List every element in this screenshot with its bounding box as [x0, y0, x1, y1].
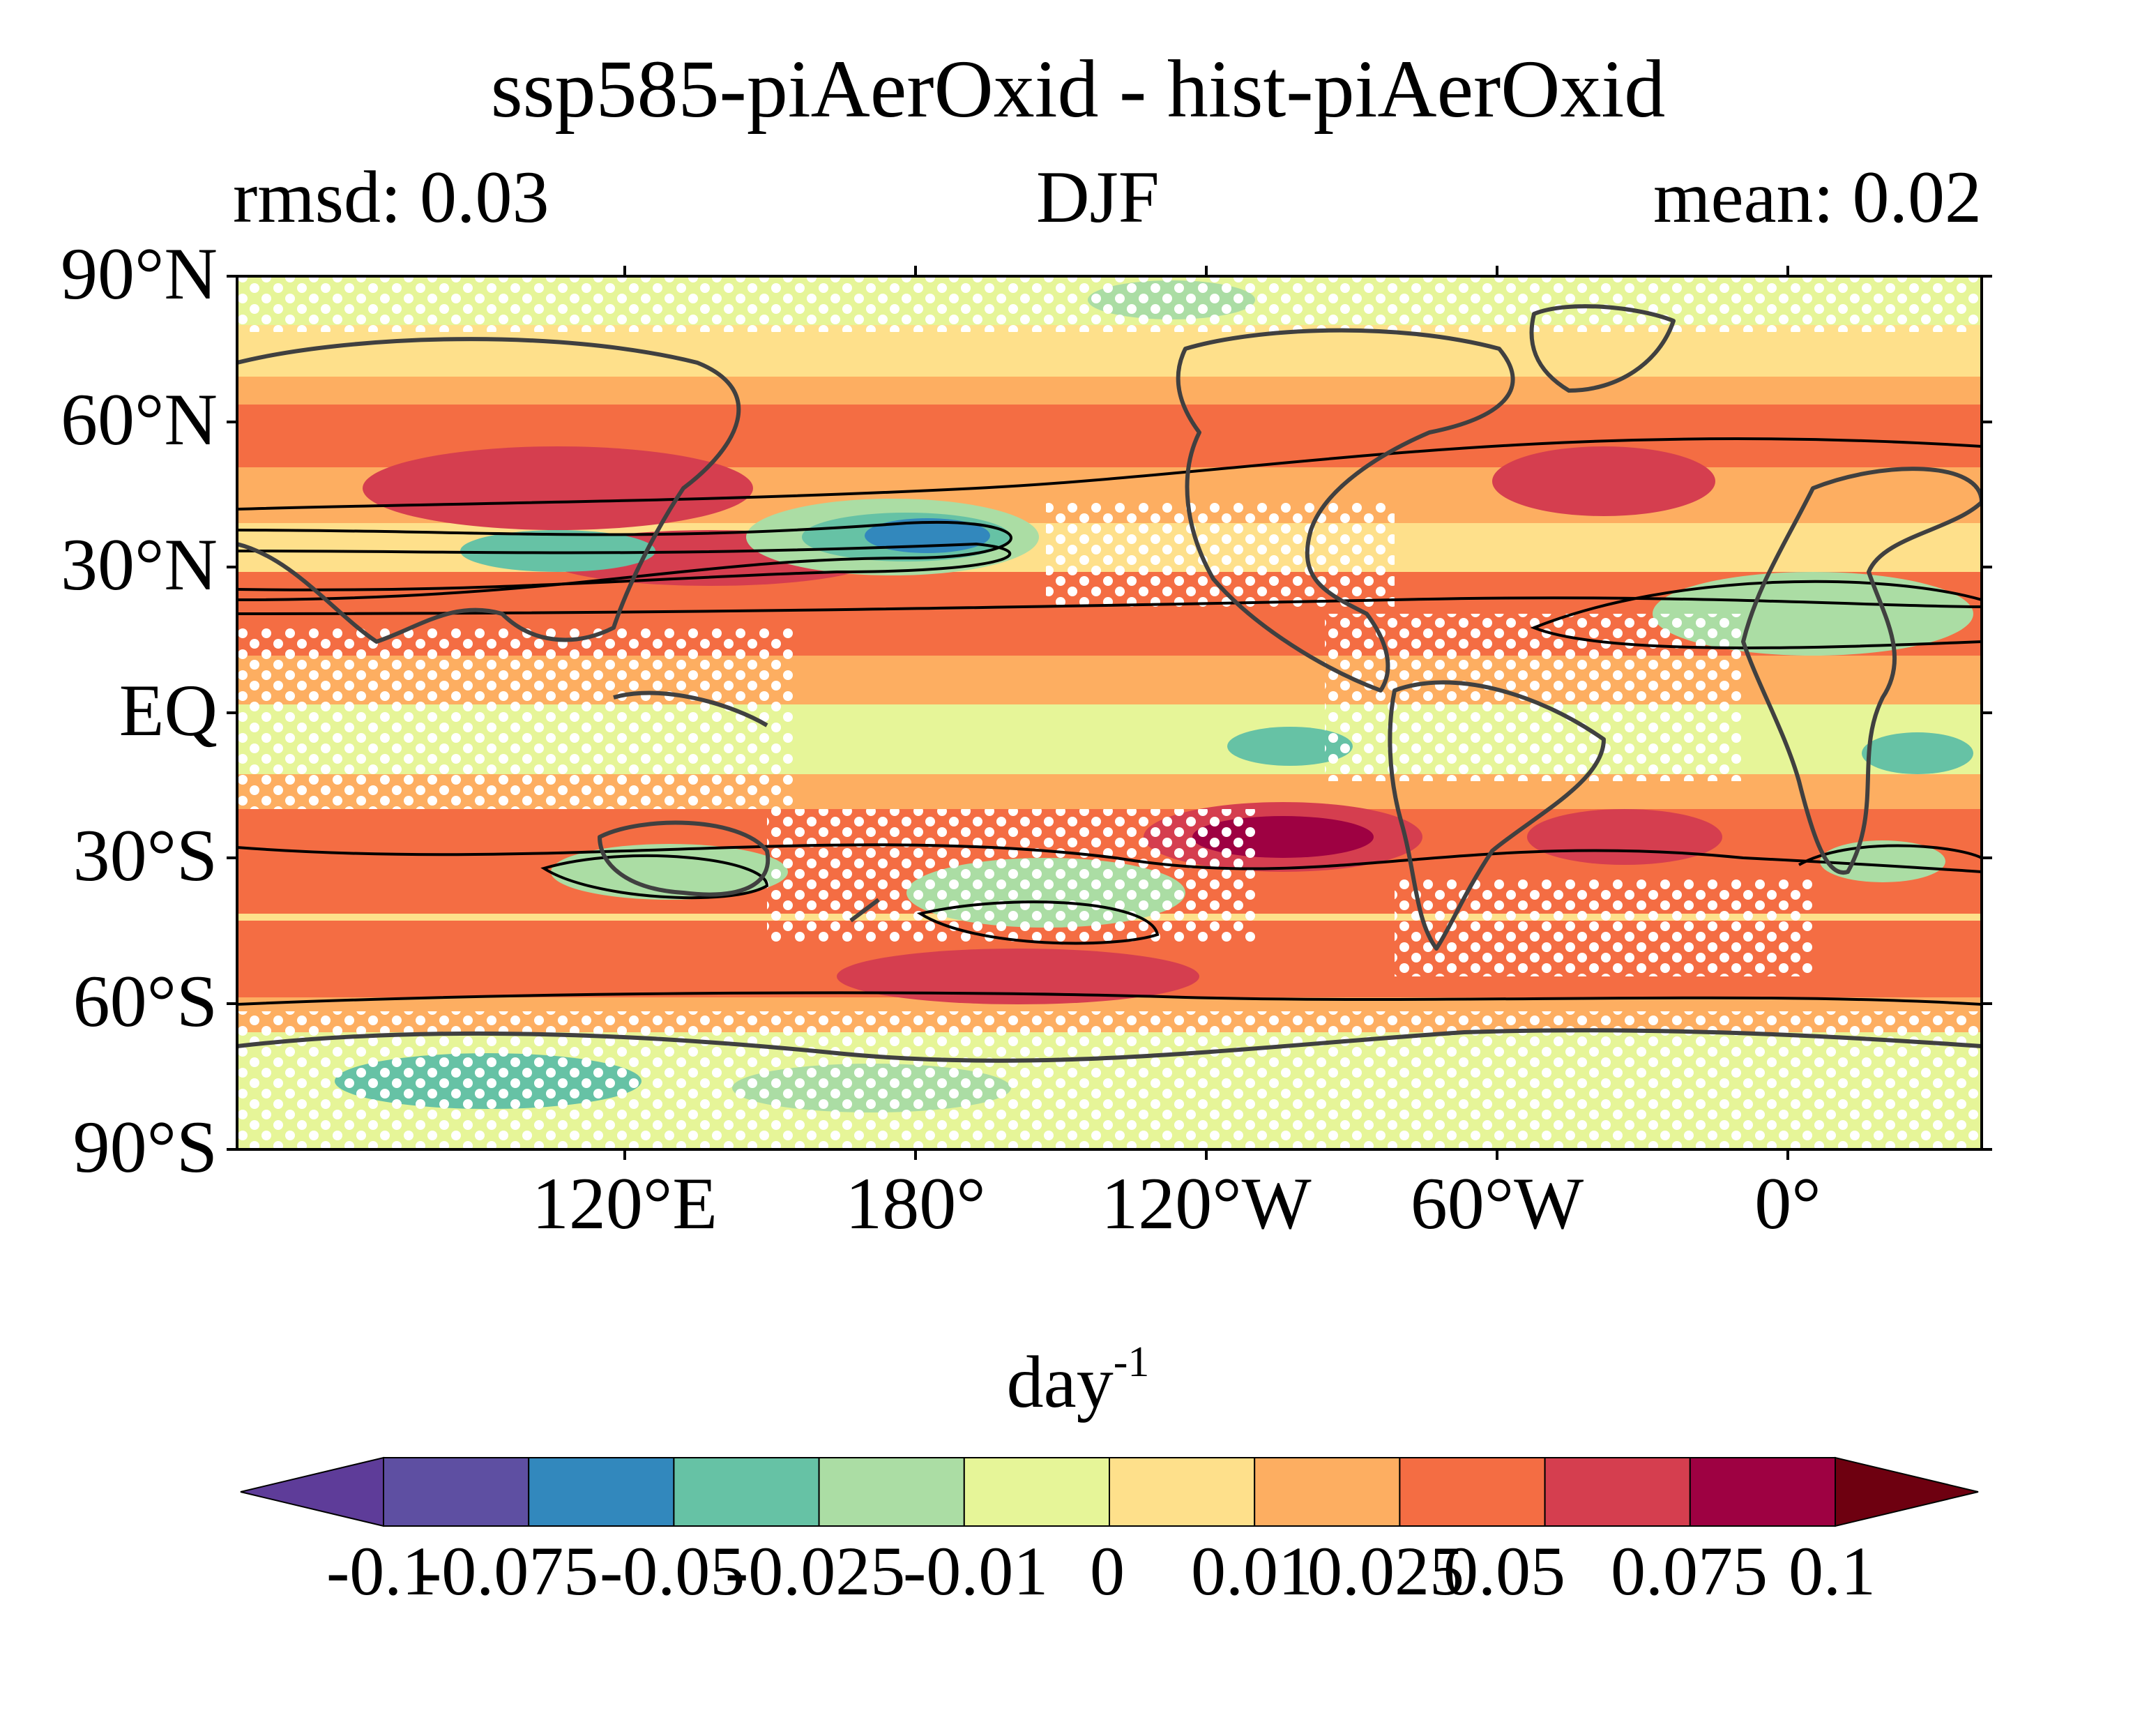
lon-label-120e: 120°E [531, 1163, 718, 1244]
mean-label: mean: 0.02 [1653, 156, 1982, 238]
lon-label-120w: 120°W [1101, 1163, 1312, 1244]
colorbar-label: 0.025 [1307, 1532, 1464, 1610]
units-base: day [1006, 1341, 1114, 1423]
lat-label-30s: 30°S [73, 815, 218, 896]
lon-label-60w: 60°W [1410, 1163, 1584, 1244]
colorbar-segment [1399, 1457, 1546, 1527]
lat-label-60s: 60°S [73, 960, 218, 1042]
colorbar-extend-high [1835, 1456, 1979, 1527]
coastlines [237, 304, 1982, 1063]
colorbar-label: -0.075 [418, 1532, 599, 1610]
plot-title: ssp585-piAerOxid - hist-piAerOxid [490, 43, 1666, 135]
colorbar-segment [1109, 1457, 1256, 1527]
axis-ticks [227, 266, 1992, 1160]
colorbar-label: 0 [1090, 1532, 1125, 1610]
units-exponent: -1 [1113, 1338, 1150, 1386]
lon-label-0: 0° [1754, 1163, 1821, 1244]
lat-label-90n: 90°N [61, 233, 218, 315]
lat-label-30n: 30°N [61, 524, 218, 605]
colorbar-label: 0.075 [1611, 1532, 1768, 1610]
colorbar-segment [383, 1457, 530, 1527]
colorbar-label: 0.01 [1191, 1532, 1313, 1610]
rmsd-label: rmsd: 0.03 [233, 156, 549, 238]
colorbar-segment [818, 1457, 965, 1527]
colorbar-segment [1544, 1457, 1691, 1527]
colorbar-label: 0.05 [1443, 1532, 1565, 1610]
season-label: DJF [1036, 156, 1160, 238]
colorbar-segment [673, 1457, 820, 1527]
colorbar-label: 0.1 [1789, 1532, 1876, 1610]
colorbar-label: -0.05 [600, 1532, 745, 1610]
lat-label-eq: EQ [119, 670, 218, 751]
colorbar-segment [963, 1457, 1111, 1527]
lat-label-60n: 60°N [61, 379, 218, 460]
colorbar-label: -0.01 [903, 1532, 1049, 1610]
colorbar-label: -0.1 [326, 1532, 437, 1610]
lon-label-180: 180° [845, 1163, 986, 1244]
colorbar-segment [1689, 1457, 1837, 1527]
colorbar-segment [528, 1457, 675, 1527]
map-panel [237, 276, 1982, 1149]
colorbar-label: -0.025 [725, 1532, 906, 1610]
lat-label-90s: 90°S [73, 1106, 218, 1188]
colorbar-extend-low [240, 1456, 384, 1527]
colorbar-segment [1254, 1457, 1401, 1527]
units-label: day-1 [0, 1338, 2156, 1425]
colorbar [240, 1456, 1979, 1527]
